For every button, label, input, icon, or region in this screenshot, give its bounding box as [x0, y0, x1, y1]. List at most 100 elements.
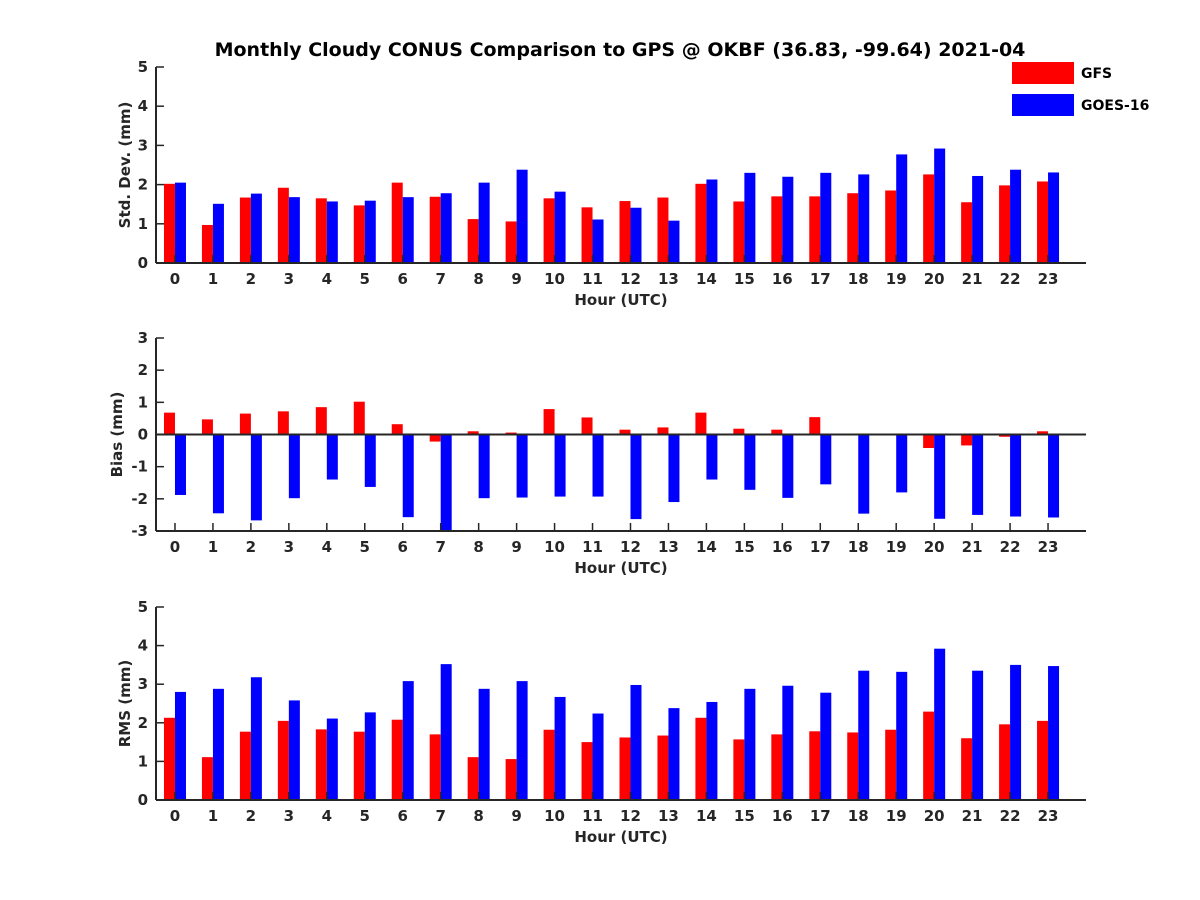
bar-goes16-hour-19 [896, 671, 908, 800]
x-tick-label: 11 [582, 270, 603, 288]
bar-goes16-hour-2 [250, 193, 262, 263]
x-tick-label: 7 [435, 270, 445, 288]
x-tick-label: 20 [924, 270, 945, 288]
y-tick-label: 2 [138, 714, 148, 732]
bar-gfs-hour-6 [391, 182, 403, 263]
x-tick-label: 6 [398, 270, 408, 288]
x-tick-label: 13 [658, 270, 679, 288]
bar-goes16-hour-13 [668, 220, 680, 263]
bar-goes16-hour-5 [364, 712, 376, 800]
x-tick-label: 14 [696, 270, 717, 288]
x-tick-label: 17 [810, 538, 831, 556]
x-axis-label: Hour (UTC) [574, 291, 667, 309]
bar-gfs-hour-19 [885, 729, 897, 800]
bar-goes16-hour-23 [1048, 434, 1060, 518]
x-tick-label: 10 [544, 538, 565, 556]
bar-goes16-hour-5 [364, 200, 376, 263]
bar-goes16-hour-4 [326, 201, 338, 263]
x-tick-label: 4 [322, 538, 332, 556]
bar-goes16-hour-7 [440, 664, 452, 800]
bar-gfs-hour-11 [581, 742, 593, 800]
bar-gfs-hour-20 [923, 711, 935, 800]
x-tick-label: 3 [284, 270, 294, 288]
bar-gfs-hour-15 [733, 201, 745, 263]
bar-goes16-hour-9 [516, 169, 528, 263]
bar-goes16-hour-13 [668, 434, 680, 503]
x-tick-label: 4 [322, 270, 332, 288]
bar-gfs-hour-17 [809, 196, 821, 263]
bar-gfs-hour-13 [657, 197, 669, 263]
bar-gfs-hour-6 [391, 424, 403, 435]
bar-goes16-hour-23 [1048, 666, 1060, 800]
bar-gfs-hour-15 [733, 428, 745, 435]
bar-goes16-hour-6 [402, 197, 414, 263]
x-tick-label: 3 [284, 807, 294, 825]
bar-gfs-hour-7 [429, 734, 441, 800]
bar-gfs-hour-19 [885, 190, 897, 263]
bar-gfs-hour-20 [923, 174, 935, 263]
x-tick-label: 10 [544, 270, 565, 288]
x-tick-label: 23 [1038, 807, 1059, 825]
y-tick-label: -1 [131, 458, 148, 476]
bar-goes16-hour-17 [820, 692, 832, 800]
x-tick-label: 2 [246, 538, 256, 556]
y-tick-label: 2 [138, 361, 148, 379]
bar-goes16-hour-17 [820, 172, 832, 263]
bar-gfs-hour-4 [315, 729, 327, 800]
x-axis-label: Hour (UTC) [574, 828, 667, 846]
bar-gfs-hour-2 [239, 413, 251, 435]
bar-goes16-hour-3 [288, 700, 300, 800]
bar-goes16-hour-16 [782, 685, 794, 800]
bar-goes16-hour-10 [554, 191, 566, 263]
bar-goes16-hour-10 [554, 434, 566, 497]
bar-goes16-hour-0 [174, 691, 186, 800]
x-tick-label: 5 [360, 270, 370, 288]
bar-gfs-hour-20 [923, 434, 935, 449]
bar-gfs-hour-4 [315, 198, 327, 263]
bar-goes16-hour-2 [250, 677, 262, 800]
x-tick-label: 19 [886, 270, 907, 288]
bar-goes16-hour-15 [744, 434, 756, 490]
bar-goes16-hour-5 [364, 434, 376, 487]
bar-gfs-hour-11 [581, 207, 593, 263]
bar-goes16-hour-23 [1048, 172, 1060, 263]
bar-goes16-hour-19 [896, 154, 908, 263]
bar-goes16-hour-9 [516, 681, 528, 800]
y-tick-label: 3 [138, 675, 148, 693]
y-tick-label: 1 [138, 752, 148, 770]
x-tick-label: 18 [848, 270, 869, 288]
bar-gfs-hour-1 [201, 757, 213, 800]
y-tick-label: 1 [138, 393, 148, 411]
y-tick-label: 0 [138, 791, 148, 809]
x-tick-label: 21 [962, 807, 983, 825]
bar-gfs-hour-12 [619, 737, 631, 800]
y-tick-label: -2 [131, 490, 148, 508]
bar-gfs-hour-5 [353, 731, 365, 800]
bar-goes16-hour-12 [630, 684, 642, 800]
bar-gfs-hour-7 [429, 196, 441, 263]
bar-gfs-hour-21 [961, 434, 973, 446]
bar-gfs-hour-5 [353, 205, 365, 263]
bar-goes16-hour-13 [668, 708, 680, 800]
bar-goes16-hour-22 [1010, 664, 1022, 800]
x-tick-label: 5 [360, 807, 370, 825]
y-tick-label: 3 [138, 136, 148, 154]
bar-goes16-hour-11 [592, 219, 604, 263]
bar-gfs-hour-3 [277, 187, 289, 263]
x-tick-label: 3 [284, 538, 294, 556]
x-tick-label: 9 [511, 807, 521, 825]
x-tick-label: 0 [170, 538, 180, 556]
x-tick-label: 20 [924, 538, 945, 556]
x-tick-label: 14 [696, 538, 717, 556]
legend-swatch-gfs [1012, 62, 1074, 84]
bar-gfs-hour-0 [163, 412, 175, 435]
legend-label-goes16: GOES-16 [1081, 98, 1149, 114]
bar-goes16-hour-17 [820, 434, 832, 485]
x-tick-label: 15 [734, 538, 755, 556]
y-tick-label: 4 [138, 637, 148, 655]
bar-goes16-hour-15 [744, 688, 756, 800]
bar-goes16-hour-3 [288, 197, 300, 263]
bar-goes16-hour-20 [934, 434, 946, 519]
x-tick-label: 22 [1000, 538, 1021, 556]
